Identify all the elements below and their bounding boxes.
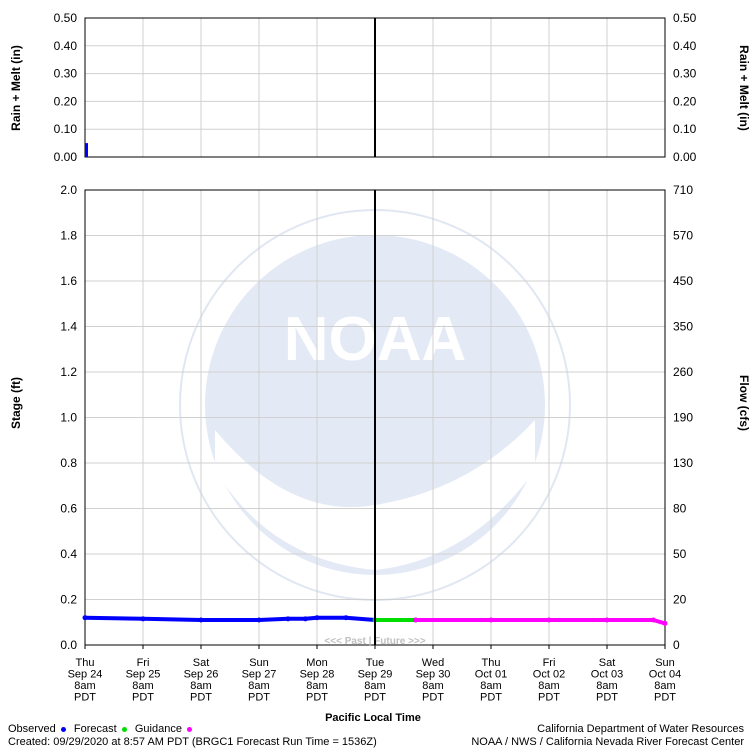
rain-melt-left-tick-label: 0.20 [54, 94, 78, 108]
series-line-guidance [413, 618, 667, 626]
stage-tick-label: 2.0 [60, 183, 77, 197]
stage-tick-label: 1.6 [60, 274, 77, 288]
flow-right-ticks: 710 570 450 350 260 190 130 80 50 20 0 [673, 183, 693, 652]
series-point-observed [343, 615, 349, 621]
rain-melt-panel: 0.50 0.40 0.30 0.20 0.10 0.00 0.50 0.40 0.30 0.2… [9, 11, 750, 164]
series-point-observed [285, 616, 291, 622]
agency-line-2: NOAA / NWS / California Nevada River For… [471, 736, 744, 748]
stage-axis-label: Stage (ft) [9, 377, 23, 429]
flow-tick-label: 80 [673, 502, 687, 516]
rain-melt-right-tick-label: 0.20 [673, 94, 697, 108]
rain-melt-left-tick-label: 0.10 [54, 122, 78, 136]
flow-tick-label: 190 [673, 411, 693, 425]
rain-melt-right-tick-label: 0.00 [673, 150, 697, 164]
stage-tick-label: 1.4 [60, 320, 77, 334]
series-point-guidance [546, 617, 552, 623]
series-point-observed [198, 617, 204, 623]
flow-tick-label: 350 [673, 320, 693, 334]
rain-melt-left-tick-label: 0.00 [54, 150, 78, 164]
rain-melt-left-tick-label: 0.30 [54, 67, 78, 81]
time-tick-label: Wed Sep 30 8am PDT [416, 657, 451, 704]
flow-tick-label: 130 [673, 456, 693, 470]
time-tick-label: Mon Sep 28 8am PDT [300, 657, 335, 704]
time-tick-label: Fri Sep 25 8am PDT [126, 657, 161, 704]
time-tick-label: Thu Oct 01 8am PDT [475, 657, 507, 704]
flow-tick-label: 0 [673, 638, 680, 652]
rain-melt-left-tick-label: 0.40 [54, 39, 78, 53]
rain-melt-right-axis-label: Rain + Melt (in) [737, 45, 750, 131]
time-tick-label: Tue Sep 29 8am PDT [358, 657, 393, 704]
legend-observed-label: Observed [8, 723, 56, 735]
rain-melt-left-tick-label: 0.50 [54, 11, 78, 25]
series-point-guidance [662, 620, 668, 626]
stage-tick-label: 0.4 [60, 547, 77, 561]
time-tick-label: Sat Sep 26 8am PDT [184, 657, 219, 704]
series-point-guidance [604, 617, 610, 623]
rain-melt-right-tick-label: 0.50 [673, 11, 697, 25]
time-tick-label: Sat Oct 03 8am PDT [591, 657, 623, 704]
stage-left-ticks: 2.0 1.8 1.6 1.4 1.2 1.0 0.8 0.6 0.4 0.2 0.0 [60, 183, 77, 652]
legend-forecast-marker [121, 726, 127, 732]
stage-tick-label: 1.0 [60, 411, 77, 425]
legend-guidance-label: Guidance [134, 723, 182, 735]
time-axis-label: Pacific Local Time [325, 712, 421, 724]
created-line: Created: 09/29/2020 at 8:57 AM PDT (BRGC… [8, 736, 377, 748]
flow-tick-label: 260 [673, 365, 693, 379]
time-tick-label: Sun Oct 04 8am PDT [649, 657, 681, 704]
series-point-observed [302, 616, 308, 622]
series-point-guidance [488, 617, 494, 623]
flow-tick-label: 710 [673, 183, 693, 197]
stage-tick-label: 0.6 [60, 502, 77, 516]
rain-melt-right-tick-label: 0.30 [673, 67, 697, 81]
agency-line-1: California Department of Water Resources [537, 723, 744, 735]
time-axis-ticks: Thu Sep 24 8am PDT Fri Sep 25 8am PDT Sat Sep 26 8… [68, 645, 681, 704]
stage-tick-label: 1.2 [60, 365, 77, 379]
rain-melt-right-tick-label: 0.40 [673, 39, 697, 53]
rain-melt-bars [85, 143, 88, 157]
stage-tick-label: 1.8 [60, 229, 77, 243]
stage-flow-panel: 2.0 1.8 1.6 1.4 1.2 1.0 0.8 0.6 0.4 0.2 0.0 710 570… [9, 183, 750, 724]
rain-melt-left-axis-label: Rain + Melt (in) [9, 45, 23, 131]
series-point-guidance [413, 617, 419, 623]
series-point-observed [256, 617, 262, 623]
time-tick-label: Sun Sep 27 8am PDT [242, 657, 277, 704]
stage-flow-series [82, 615, 668, 626]
series-point-observed [140, 616, 146, 622]
flow-tick-label: 50 [673, 547, 687, 561]
rain-melt-bar [85, 143, 88, 157]
stage-tick-label: 0.0 [60, 638, 77, 652]
series-point-observed [82, 615, 88, 621]
flow-tick-label: 450 [673, 274, 693, 288]
series-line-observed [83, 615, 377, 622]
flow-tick-label: 570 [673, 229, 693, 243]
flow-axis-label: Flow (cfs) [737, 375, 750, 431]
stage-tick-label: 0.2 [60, 593, 77, 607]
rain-melt-left-ticks: 0.50 0.40 0.30 0.20 0.10 0.00 [54, 11, 78, 164]
rain-melt-right-ticks: 0.50 0.40 0.30 0.20 0.10 0.00 [673, 11, 697, 164]
series-point-guidance [650, 617, 656, 623]
stage-tick-label: 0.8 [60, 456, 77, 470]
legend-observed-marker [60, 726, 66, 732]
series-point-observed [314, 615, 320, 621]
legend: Observed Forecast Guidance [8, 723, 194, 735]
legend-forecast-label: Forecast [73, 723, 117, 735]
time-tick-label: Thu Sep 24 8am PDT [68, 657, 103, 704]
flow-tick-label: 20 [673, 593, 687, 607]
legend-guidance-marker [187, 726, 193, 732]
time-tick-label: Fri Oct 02 8am PDT [533, 657, 565, 704]
rain-melt-right-tick-label: 0.10 [673, 122, 697, 136]
